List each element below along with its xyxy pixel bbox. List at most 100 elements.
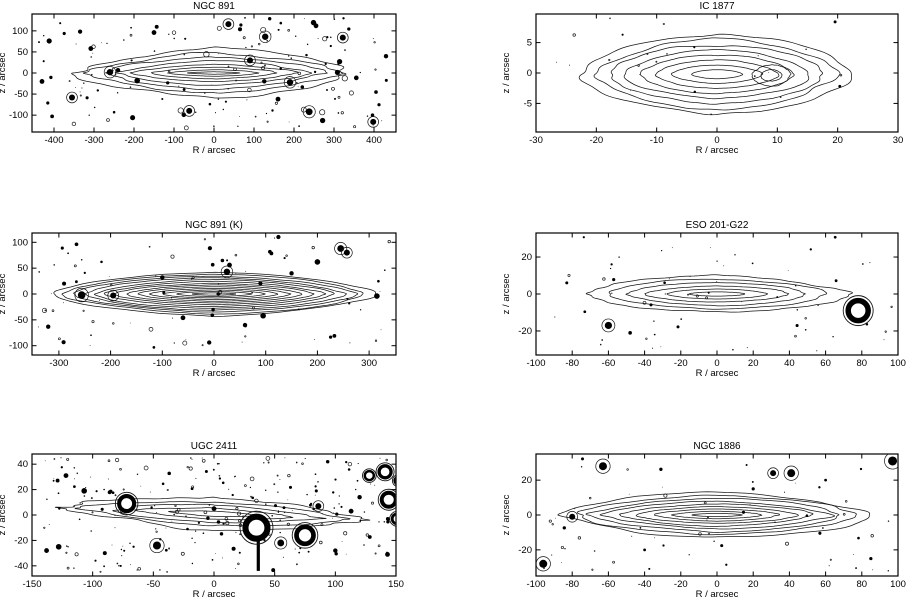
noise-speck [184, 37, 187, 40]
bright-star [393, 476, 396, 485]
noise-speck [839, 73, 843, 77]
noise-speck [216, 292, 221, 296]
noise-speck [338, 495, 340, 497]
panel-ic-1877: -30 -20 -10 0 10 20 30 -5 0 5 IC 1877 R / arcsec z /… [501, 1, 903, 156]
contour-subpeak [760, 69, 783, 82]
noise-speck [216, 462, 219, 465]
x-tick-label: 0 [211, 358, 216, 369]
noise-speck [247, 87, 252, 93]
contour-level [74, 501, 351, 527]
noise-speck [749, 504, 751, 506]
panel-title: UGC 2411 [191, 441, 238, 452]
plot-area [555, 17, 852, 116]
noise-speck [185, 515, 187, 517]
noise-speck [294, 548, 296, 550]
noise-speck [162, 291, 166, 294]
dark-star [888, 456, 898, 466]
contour-level [666, 288, 769, 300]
noise-speck [601, 339, 604, 341]
panel-ngc-891-k-: -300 -200 -100 0 100 200 300 -100 -50 0 50 100 NGC 8… [0, 220, 397, 379]
noise-speck [612, 278, 616, 282]
noise-speck [582, 236, 585, 239]
bleed-streak [256, 535, 260, 571]
contour-level [654, 508, 781, 522]
noise-speck [338, 503, 340, 505]
dark-star [62, 281, 67, 286]
noise-speck [574, 508, 576, 510]
noise-speck [297, 71, 301, 76]
noise-speck [46, 498, 48, 501]
x-tick-label: 300 [361, 358, 377, 369]
noise-speck [680, 318, 683, 320]
noise-speck [203, 51, 210, 58]
contour-level [639, 54, 795, 95]
noise-speck [49, 75, 53, 80]
noise-speck [148, 245, 151, 248]
x-tick-label: 20 [748, 579, 759, 590]
noise-speck [317, 38, 319, 39]
contour-level [670, 64, 764, 84]
noise-speck [313, 70, 317, 74]
noise-speck [548, 519, 552, 523]
noise-speck [48, 524, 50, 526]
x-tick-label: -100 [526, 579, 545, 590]
noise-speck [268, 249, 272, 254]
contour-level [644, 285, 790, 303]
noise-speck [108, 489, 113, 494]
noise-speck [67, 252, 69, 255]
contour-level [168, 510, 260, 517]
panel-title: ESO 201-G22 [686, 220, 749, 231]
noise-speck [237, 27, 243, 32]
noise-speck [341, 540, 343, 542]
noise-specks [555, 17, 843, 116]
noise-speck [655, 60, 658, 63]
noise-speck [569, 64, 571, 66]
noise-speck [794, 285, 797, 287]
noise-speck [231, 493, 234, 497]
noise-speck [287, 499, 289, 501]
noise-speck [73, 264, 77, 268]
noise-speck [567, 273, 571, 277]
noise-speck [81, 87, 83, 89]
noise-speck [263, 462, 265, 464]
noise-speck [129, 542, 131, 544]
noise-speck [664, 293, 666, 295]
noise-speck [286, 522, 290, 526]
noise-speck [222, 108, 224, 111]
noise-speck [119, 564, 122, 567]
noise-speck [661, 486, 663, 488]
noise-speck [244, 484, 247, 487]
noise-speck [265, 112, 268, 115]
dark-star [348, 508, 354, 514]
noise-speck [190, 487, 194, 491]
noise-speck [745, 463, 748, 467]
star-halo-ring [183, 105, 195, 117]
noise-speck [122, 488, 125, 491]
noise-speck [298, 125, 300, 127]
noise-speck [233, 67, 237, 72]
noise-speck [628, 493, 630, 495]
noise-speck [58, 507, 61, 510]
star-halo-ring [767, 467, 779, 479]
noise-speck [60, 466, 63, 469]
plot-area [536, 454, 898, 572]
noise-speck [244, 335, 247, 338]
noise-speck [260, 27, 267, 33]
noise-speck [156, 512, 157, 514]
noise-speck [713, 540, 715, 542]
noise-speck [241, 341, 243, 343]
noise-speck [693, 46, 696, 49]
contour-level [54, 496, 371, 532]
noise-speck [298, 551, 301, 554]
panel-eso-201-g22: -100 -80 -60 -40 -20 0 20 40 60 80 100 -20 0 20 ESO 20… [501, 220, 906, 379]
noise-speck [347, 468, 351, 471]
galaxy-contours [557, 491, 871, 538]
noise-speck [249, 476, 255, 482]
noise-speck [291, 510, 293, 511]
x-tick-label: -60 [602, 579, 616, 590]
noise-speck [332, 334, 337, 338]
noise-speck [67, 546, 69, 548]
panel-title: NGC 891 [193, 1, 235, 12]
contour-level [191, 292, 237, 296]
noise-speck [348, 302, 351, 305]
